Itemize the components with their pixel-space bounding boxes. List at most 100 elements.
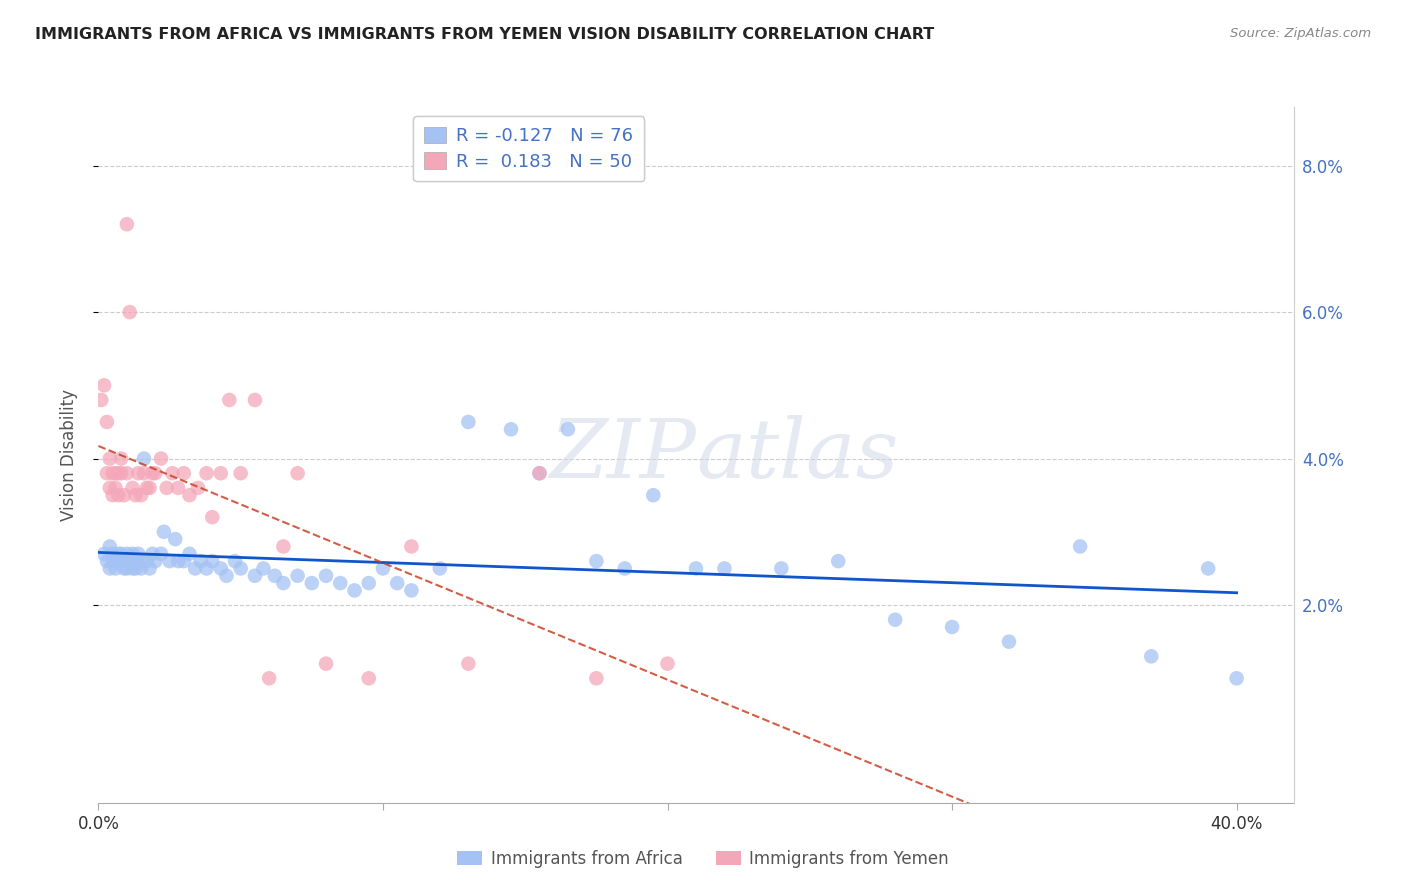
Point <box>252 561 274 575</box>
Point <box>273 576 295 591</box>
Point <box>101 554 124 568</box>
Point <box>243 568 266 582</box>
Point <box>101 547 124 561</box>
Point <box>98 481 121 495</box>
Point <box>132 467 155 481</box>
Point <box>585 671 607 685</box>
Point <box>98 451 121 466</box>
Point <box>98 561 121 575</box>
Point <box>201 554 224 568</box>
Point <box>93 378 115 392</box>
Point <box>165 532 187 546</box>
Point <box>1197 561 1219 575</box>
Point <box>301 576 323 591</box>
Point <box>1140 649 1163 664</box>
Point <box>173 467 195 481</box>
Point <box>124 554 146 568</box>
Point <box>159 554 181 568</box>
Point <box>401 540 423 554</box>
Point <box>110 451 132 466</box>
Point <box>135 481 157 495</box>
Point <box>884 613 907 627</box>
Point <box>401 583 423 598</box>
Point <box>101 467 124 481</box>
Point <box>195 467 218 481</box>
Point <box>104 481 127 495</box>
Point <box>112 488 135 502</box>
Point <box>107 547 129 561</box>
Point <box>209 561 232 575</box>
Point <box>941 620 963 634</box>
Point <box>112 554 135 568</box>
Point <box>96 415 118 429</box>
Legend: Immigrants from Africa, Immigrants from Yemen: Immigrants from Africa, Immigrants from … <box>450 844 956 875</box>
Text: ZIP: ZIP <box>550 415 696 495</box>
Point <box>457 415 479 429</box>
Point <box>121 547 143 561</box>
Point <box>104 467 127 481</box>
Point <box>557 422 579 436</box>
Point <box>98 540 121 554</box>
Point <box>118 305 141 319</box>
Point <box>329 576 352 591</box>
Point <box>96 467 118 481</box>
Point <box>187 481 209 495</box>
Point <box>998 634 1021 648</box>
Point <box>121 481 143 495</box>
Point <box>110 467 132 481</box>
Point <box>457 657 479 671</box>
Point <box>827 554 849 568</box>
Point <box>179 488 201 502</box>
Point <box>129 561 152 575</box>
Point <box>229 467 252 481</box>
Point <box>713 561 735 575</box>
Point <box>273 540 295 554</box>
Point <box>229 561 252 575</box>
Point <box>127 547 149 561</box>
Point <box>173 554 195 568</box>
Point <box>371 561 394 575</box>
Point <box>218 392 240 407</box>
Point <box>135 554 157 568</box>
Point <box>224 554 246 568</box>
Point <box>263 568 285 582</box>
Point <box>179 547 201 561</box>
Point <box>287 467 309 481</box>
Point <box>1226 671 1249 685</box>
Point <box>104 554 127 568</box>
Point <box>257 671 280 685</box>
Text: atlas: atlas <box>696 415 898 495</box>
Point <box>499 422 522 436</box>
Point <box>195 561 218 575</box>
Point <box>141 467 163 481</box>
Point <box>101 488 124 502</box>
Point <box>643 488 665 502</box>
Point <box>124 488 146 502</box>
Point <box>129 488 152 502</box>
Point <box>115 217 138 231</box>
Point <box>93 547 115 561</box>
Point <box>96 554 118 568</box>
Point <box>429 561 451 575</box>
Point <box>201 510 224 524</box>
Point <box>385 576 409 591</box>
Point <box>657 657 679 671</box>
Point <box>118 554 141 568</box>
Point <box>150 547 173 561</box>
Point <box>124 561 146 575</box>
Point <box>209 467 232 481</box>
Point <box>153 524 176 539</box>
Point <box>287 568 309 582</box>
Point <box>184 561 207 575</box>
Point <box>138 481 160 495</box>
Point <box>143 554 166 568</box>
Point <box>107 467 129 481</box>
Point <box>110 547 132 561</box>
Point <box>162 467 184 481</box>
Text: Source: ZipAtlas.com: Source: ZipAtlas.com <box>1230 27 1371 40</box>
Point <box>770 561 793 575</box>
Point <box>129 554 152 568</box>
Point <box>141 547 163 561</box>
Legend: R = -0.127   N = 76, R =  0.183   N = 50: R = -0.127 N = 76, R = 0.183 N = 50 <box>413 116 644 181</box>
Point <box>115 547 138 561</box>
